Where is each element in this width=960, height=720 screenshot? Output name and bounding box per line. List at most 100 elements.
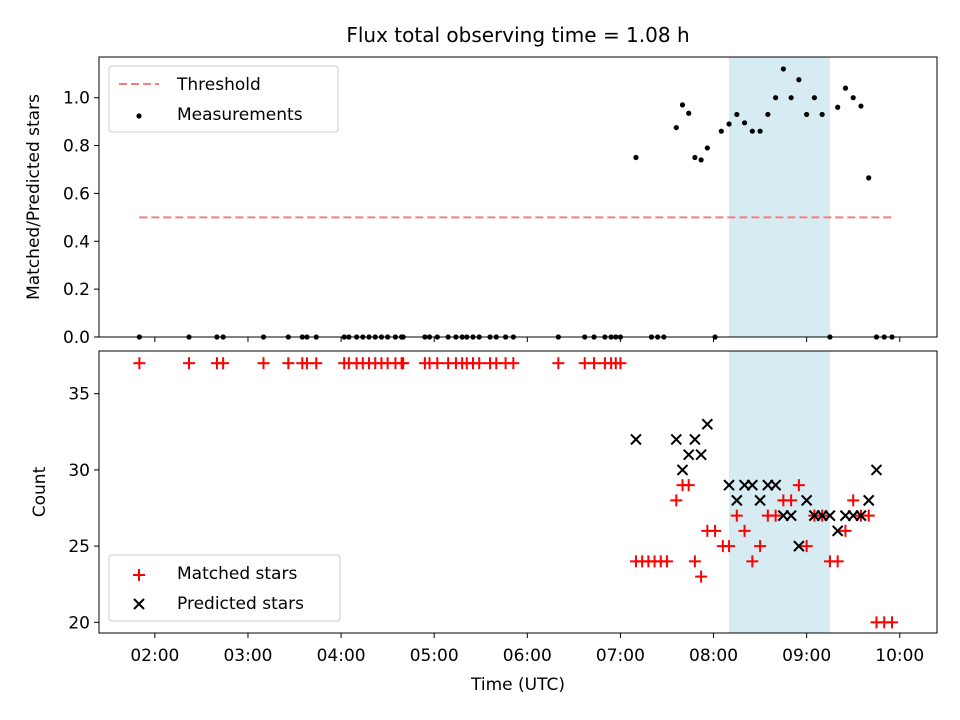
predicted-star-point (695, 448, 707, 461)
predicted-star-point (630, 433, 642, 446)
matched-stars-series (133, 357, 898, 629)
time-x-tick-label: 08:00 (689, 646, 738, 666)
predicted-star-point (824, 509, 836, 522)
observing-window-shade-top (729, 57, 830, 337)
measurement-point (858, 103, 864, 109)
matched-star-point (723, 540, 736, 553)
count-y-tick-label: 20 (68, 613, 90, 633)
predicted-star-point (769, 479, 782, 491)
legend-threshold-label: Threshold (176, 75, 261, 95)
matched-star-point (310, 357, 323, 370)
matched-star-point (730, 509, 743, 522)
matched-star-point (431, 357, 444, 370)
ratio-y-tick-label: 0.4 (63, 232, 90, 252)
time-x-tick-label: 06:00 (503, 646, 552, 666)
count-y-tick-label: 35 (68, 385, 90, 405)
measurement-point (773, 95, 779, 101)
measurement-point (819, 111, 825, 118)
matched-star-point (588, 357, 601, 370)
measurement-point (765, 111, 771, 118)
measurement-point (788, 95, 794, 101)
legend-matched-swatch (133, 569, 145, 581)
predicted-star-point (731, 494, 743, 507)
legend-measurements-label: Measurements (177, 105, 303, 125)
matched-star-point (257, 357, 270, 370)
count-y-axis: 20 25 30 35 (68, 385, 99, 633)
matched-star-point (397, 357, 410, 370)
measurement-point (679, 102, 686, 108)
chart-title: Flux total observing time = 1.08 h (346, 23, 689, 47)
measurement-point (796, 77, 802, 83)
time-x-tick-label: 10:00 (875, 646, 924, 666)
predicted-star-point (785, 509, 797, 522)
ratio-x-ticks (154, 337, 901, 342)
matched-star-point (746, 555, 759, 568)
matched-star-point (660, 555, 673, 568)
count-y-axis-label: Count (30, 466, 50, 517)
ratio-y-tick-label: 0.2 (63, 280, 90, 300)
ratio-y-axis-label: Matched/Predicted stars (24, 94, 44, 300)
matched-star-point (682, 479, 695, 492)
count-legend-box (108, 554, 341, 622)
matched-star-point (769, 509, 782, 522)
matched-star-point (552, 357, 565, 370)
matched-star-point (754, 540, 767, 553)
measurement-point (698, 157, 704, 163)
measurement-point (780, 66, 786, 72)
measurement-point (734, 111, 740, 118)
ratio-y-tick-label: 0.0 (63, 328, 90, 348)
matched-star-point (831, 555, 844, 568)
time-x-axis-label: Time (UTC) (470, 675, 565, 695)
measurement-point (842, 85, 849, 91)
observing-window-shade-bottom (729, 351, 830, 633)
matched-star-point (847, 494, 860, 507)
legend-predicted-label: Predicted stars (177, 594, 304, 614)
matched-star-point (800, 540, 813, 553)
predicted-star-point (754, 494, 766, 507)
matched-star-point (792, 479, 805, 492)
measurement-point (686, 110, 692, 116)
measurement-point (718, 128, 724, 134)
predicted-star-point (831, 525, 844, 537)
time-x-tick-label: 02:00 (130, 646, 179, 666)
measurement-point (633, 154, 639, 161)
predicted-star-point (746, 479, 759, 491)
measurement-point (757, 128, 763, 134)
count-y-tick-label: 30 (68, 461, 90, 481)
matched-star-point (785, 494, 798, 507)
predicted-star-point (863, 494, 875, 507)
measurement-point (726, 121, 732, 127)
matched-star-point (282, 357, 295, 370)
matched-star-point (738, 524, 751, 537)
predicted-star-point (793, 540, 805, 552)
time-x-tick-label: 04:00 (317, 646, 366, 666)
predicted-star-point (870, 464, 883, 476)
time-x-axis: 02:00 03:00 04:00 05:00 06:00 07:00 08:00 09:00… (130, 633, 924, 666)
time-x-tick-label: 09:00 (782, 646, 831, 666)
measurement-point (749, 128, 755, 134)
ratio-legend-box (108, 65, 339, 133)
predicted-star-point (723, 479, 735, 491)
ratio-y-tick-label: 0.6 (63, 184, 90, 204)
count-legend: Matched stars Predicted stars (108, 554, 341, 622)
time-x-tick-label: 07:00 (596, 646, 645, 666)
ratio-y-axis: 0.0 0.2 0.4 0.6 0.8 1.0 (63, 89, 99, 348)
measurement-point (692, 154, 698, 161)
predicted-star-point (800, 494, 813, 507)
count-y-tick-label: 25 (68, 537, 90, 557)
predicted-star-point (676, 464, 689, 476)
matched-star-point (133, 357, 146, 370)
measurement-point (704, 145, 710, 151)
ratio-y-tick-label: 1.0 (63, 89, 90, 109)
count-panel-frame (98, 350, 938, 634)
measurement-point (804, 111, 810, 118)
time-x-tick-label: 05:00 (410, 646, 459, 666)
ratio-panel-frame (98, 56, 938, 338)
ratio-y-tick-label: 0.8 (63, 137, 90, 157)
predicted-stars-series (630, 418, 883, 552)
predicted-star-point (855, 509, 867, 522)
matched-star-point (695, 570, 708, 583)
measurement-point (866, 175, 872, 181)
